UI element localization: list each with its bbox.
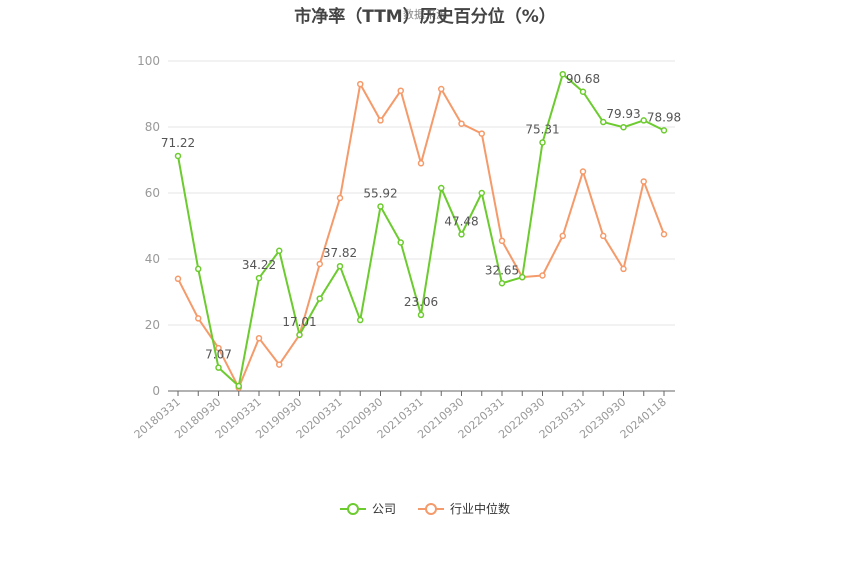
data-point <box>377 203 384 210</box>
data-point <box>478 130 485 137</box>
data-point <box>539 272 546 279</box>
series-line-0 <box>177 73 665 388</box>
y-tick-label: 60 <box>145 186 160 200</box>
data-point <box>174 275 182 283</box>
data-label: 75.31 <box>525 122 559 136</box>
data-point <box>660 231 668 238</box>
data-point <box>620 265 627 273</box>
data-point <box>438 184 445 192</box>
data-label: 32.65 <box>485 263 519 277</box>
data-label: 17.01 <box>282 315 316 329</box>
legend-item-industry-median[interactable]: 行业中位数 <box>418 500 510 517</box>
data-point <box>559 232 566 240</box>
data-point <box>215 364 222 371</box>
data-point <box>478 189 485 197</box>
data-point <box>600 118 607 126</box>
data-label: 47.48 <box>444 214 478 228</box>
data-label: 71.22 <box>161 136 195 150</box>
data-point <box>620 123 627 131</box>
data-point <box>316 260 323 268</box>
data-point <box>579 88 587 96</box>
data-point <box>498 237 506 245</box>
legend-swatch-industry-median <box>418 502 444 516</box>
data-point <box>600 232 607 240</box>
data-point <box>458 120 465 127</box>
data-point <box>539 139 546 146</box>
data-point <box>640 178 647 185</box>
legend-item-company[interactable]: 公司 <box>339 500 396 517</box>
data-point <box>336 262 344 270</box>
data-point <box>276 247 283 254</box>
y-tick-label: 80 <box>145 120 160 134</box>
data-point <box>357 80 364 88</box>
data-label: 78.98 <box>647 110 681 124</box>
legend-label-industry-median: 行业中位数 <box>450 502 511 516</box>
chart-title: 市净率（TTM）历史百分位（%） <box>294 7 556 27</box>
y-tick-label: 100 <box>137 54 160 68</box>
y-tick-label: 20 <box>145 318 160 332</box>
data-point <box>255 334 263 342</box>
data-point <box>276 361 283 368</box>
data-label: 90.68 <box>566 72 600 86</box>
data-point <box>377 117 384 124</box>
data-point <box>174 152 182 160</box>
legend-swatch-company <box>339 502 366 516</box>
data-point <box>235 382 242 390</box>
data-point <box>296 331 303 339</box>
series-line-1 <box>177 83 665 389</box>
data-point <box>255 274 263 282</box>
data-point <box>498 280 506 287</box>
data-point <box>417 160 425 167</box>
data-label: 55.92 <box>363 186 397 200</box>
data-label: 34.22 <box>242 258 276 272</box>
data-point <box>660 127 668 134</box>
data-point <box>559 70 566 78</box>
data-point <box>195 315 202 322</box>
data-point <box>357 316 364 324</box>
data-point <box>417 311 425 319</box>
data-label: 7.07 <box>205 348 232 362</box>
data-label: 23.06 <box>404 295 438 309</box>
legend-label-company: 公司 <box>371 502 396 516</box>
data-label: 79.93 <box>606 107 640 121</box>
legend: 公司 行业中位数 <box>0 500 850 517</box>
data-point <box>640 117 647 124</box>
data-label: 37.82 <box>323 246 357 260</box>
y-tick-label: 40 <box>145 252 160 266</box>
watermark-text: 数据来源 <box>403 8 447 21</box>
data-point <box>316 295 323 302</box>
data-point <box>215 344 222 352</box>
data-point <box>195 265 202 273</box>
data-point <box>458 231 465 238</box>
y-tick-label: 0 <box>152 384 160 398</box>
data-point <box>336 194 344 202</box>
data-point <box>519 273 526 281</box>
data-point <box>397 87 404 94</box>
data-point <box>579 168 587 175</box>
data-point <box>438 85 445 93</box>
data-point <box>397 239 404 246</box>
